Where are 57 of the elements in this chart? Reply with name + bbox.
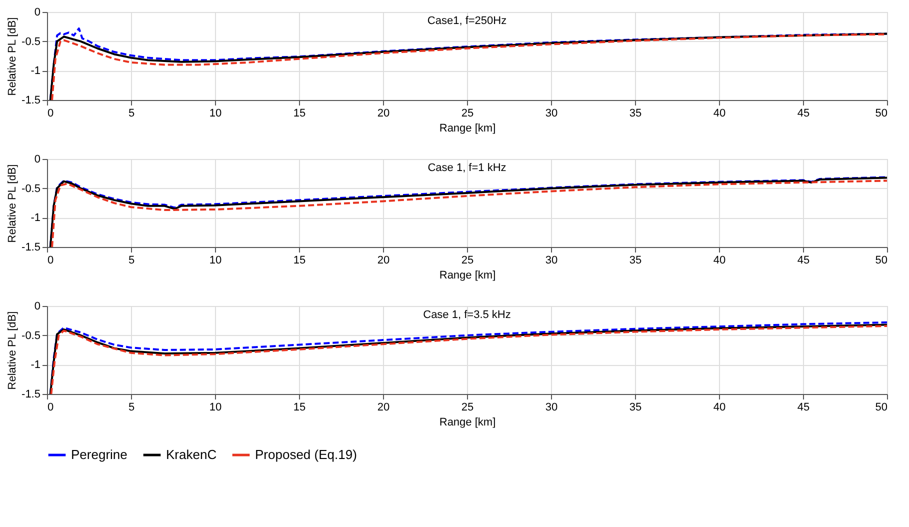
y-tick-label: -1 xyxy=(30,359,40,372)
x-tick-label: 50 xyxy=(875,402,888,414)
x-tick-label: 40 xyxy=(713,402,726,414)
legend-label: Peregrine xyxy=(71,447,128,462)
x-tick-label: 35 xyxy=(629,108,642,120)
x-tick-label: 35 xyxy=(629,402,642,414)
y-axis-title: Relative PL [dB] xyxy=(6,17,19,96)
x-tick-label: 10 xyxy=(209,108,222,120)
x-tick-label: 25 xyxy=(461,254,474,266)
x-axis-title: Range [km] xyxy=(439,122,496,134)
legend-label: Proposed (Eq.19) xyxy=(255,447,357,462)
y-tick-label: -1.5 xyxy=(22,388,40,400)
x-tick-label: 30 xyxy=(545,254,558,266)
x-tick-label: 5 xyxy=(128,402,135,414)
x-tick-label: 35 xyxy=(629,254,642,266)
x-tick-label: 40 xyxy=(713,108,726,120)
y-tick-label: -1.5 xyxy=(22,242,40,254)
x-tick-label: 30 xyxy=(545,402,558,414)
x-tick-label: 30 xyxy=(545,108,558,120)
x-tick-label: 15 xyxy=(293,108,306,120)
legend-label: KrakenC xyxy=(166,447,217,462)
y-tick-label: 0 xyxy=(34,154,40,166)
x-tick-label: 40 xyxy=(713,254,726,266)
x-tick-label: 20 xyxy=(377,254,390,266)
y-tick-label: -1.5 xyxy=(22,94,40,106)
x-tick-label: 45 xyxy=(797,108,810,120)
x-tick-label: 15 xyxy=(293,254,306,266)
x-tick-label: 0 xyxy=(48,254,54,266)
x-tick-label: 20 xyxy=(377,108,390,120)
x-tick-label: 45 xyxy=(797,402,810,414)
y-tick-label: -0.5 xyxy=(22,36,40,48)
x-tick-label: 10 xyxy=(209,254,222,266)
chart-title: Case 1, f=3.5 kHz xyxy=(423,309,511,321)
x-tick-label: 15 xyxy=(293,402,306,414)
y-axis-title: Relative PL [dB] xyxy=(6,311,19,390)
x-tick-label: 5 xyxy=(128,254,135,266)
x-tick-label: 0 xyxy=(48,402,54,414)
x-axis-title: Range [km] xyxy=(439,270,496,282)
chart-title: Case 1, f=1 kHz xyxy=(428,162,506,174)
x-tick-label: 25 xyxy=(461,402,474,414)
x-tick-label: 5 xyxy=(128,108,135,120)
y-tick-label: 0 xyxy=(34,6,40,18)
x-tick-label: 20 xyxy=(377,402,390,414)
x-tick-label: 10 xyxy=(209,402,222,414)
chart-title: Case1, f=250Hz xyxy=(427,15,507,27)
y-tick-label: -0.5 xyxy=(22,330,40,342)
y-tick-label: -1 xyxy=(30,65,40,78)
x-tick-label: 45 xyxy=(797,254,810,266)
y-tick-label: -1 xyxy=(30,212,40,224)
x-axis-title: Range [km] xyxy=(439,416,496,428)
x-tick-label: 0 xyxy=(48,108,54,120)
y-tick-label: -0.5 xyxy=(22,182,40,195)
y-axis-title: Relative PL [dB] xyxy=(6,164,19,243)
x-tick-label: 25 xyxy=(461,108,474,120)
x-tick-label: 50 xyxy=(875,254,888,266)
x-tick-label: 50 xyxy=(875,108,888,120)
y-tick-label: 0 xyxy=(34,300,40,312)
